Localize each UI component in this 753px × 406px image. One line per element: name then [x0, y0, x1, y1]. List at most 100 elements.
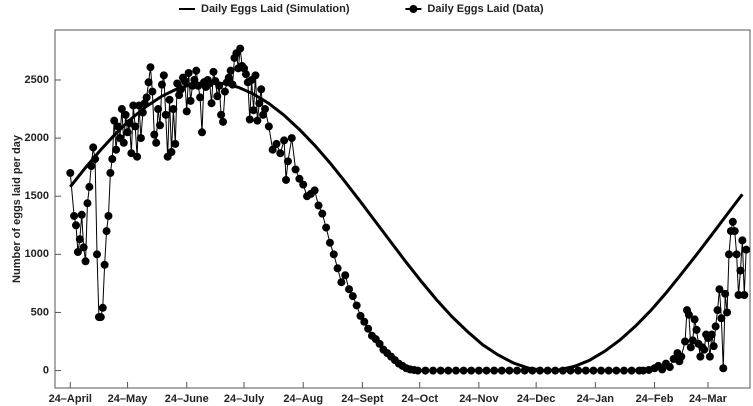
- data-point: [127, 149, 136, 158]
- data-point: [157, 80, 166, 89]
- data-point: [133, 152, 142, 161]
- data-point: [724, 250, 733, 259]
- data-point: [740, 291, 749, 300]
- data-point: [291, 165, 300, 174]
- data-point: [169, 105, 178, 114]
- data-point: [665, 363, 674, 372]
- data-point: [264, 122, 273, 131]
- x-tick-label: 24–Jan: [577, 393, 615, 405]
- data-point: [360, 317, 369, 326]
- x-tick-label: 24–Dec: [517, 393, 556, 405]
- data-point: [190, 75, 199, 84]
- data-point: [723, 308, 732, 317]
- data-point: [268, 145, 277, 154]
- data-point: [681, 337, 690, 346]
- data-point: [310, 186, 319, 195]
- y-tick-label: 1500: [25, 190, 49, 202]
- data-point: [272, 139, 281, 148]
- data-point: [129, 101, 138, 110]
- data-point: [612, 366, 621, 375]
- data-point: [375, 339, 384, 348]
- data-point: [459, 366, 468, 375]
- data-point: [104, 211, 113, 220]
- data-point: [364, 324, 373, 333]
- data-point: [177, 85, 186, 94]
- data-point: [627, 366, 636, 375]
- y-tick-label: 2500: [25, 74, 49, 86]
- x-tick-label: 24–June: [165, 393, 209, 405]
- data-point: [180, 77, 189, 86]
- data-point: [194, 81, 203, 90]
- x-tick-label: 24–May: [108, 393, 149, 405]
- data-point: [719, 364, 728, 373]
- data-point: [429, 366, 438, 375]
- data-point: [257, 85, 266, 94]
- data-point: [352, 301, 361, 310]
- data-point: [236, 44, 245, 53]
- data-point: [161, 110, 170, 119]
- data-point: [165, 95, 174, 104]
- legend-label: Daily Eggs Laid (Simulation): [201, 3, 350, 15]
- data-point: [114, 122, 123, 131]
- data-point: [73, 248, 82, 257]
- data-point: [98, 303, 107, 312]
- data-point: [156, 121, 165, 130]
- data-point: [150, 130, 159, 139]
- data-point: [196, 93, 205, 102]
- x-tick-label: 24–July: [224, 393, 265, 405]
- data-point: [138, 108, 147, 117]
- data-point: [241, 70, 250, 79]
- data-point: [709, 342, 718, 351]
- data-point: [226, 66, 235, 75]
- data-point: [148, 87, 157, 96]
- data-point: [159, 71, 168, 80]
- data-point: [413, 366, 422, 375]
- data-point: [251, 71, 260, 80]
- data-point: [604, 366, 613, 375]
- data-point: [117, 105, 126, 114]
- data-point: [299, 180, 308, 189]
- data-point: [123, 128, 132, 137]
- data-point: [110, 116, 119, 125]
- data-point: [558, 366, 567, 375]
- data-point: [220, 87, 229, 96]
- data-point: [142, 93, 151, 102]
- data-point: [356, 311, 365, 320]
- data-point: [282, 175, 291, 184]
- data-point: [70, 211, 79, 220]
- data-point: [444, 366, 453, 375]
- y-tick-label: 2000: [25, 132, 49, 144]
- data-point: [581, 366, 590, 375]
- data-point: [287, 134, 296, 143]
- plot-frame: [54, 29, 751, 389]
- data-point: [224, 73, 233, 82]
- data-point: [192, 66, 201, 75]
- data-point: [83, 199, 92, 208]
- data-point: [186, 96, 195, 105]
- data-point: [482, 366, 491, 375]
- series-line: [69, 80, 744, 372]
- data-point: [329, 250, 338, 259]
- data-point: [255, 99, 264, 108]
- data-point: [261, 105, 270, 114]
- data-point: [217, 110, 226, 119]
- x-tick-label: 24–Nov: [459, 393, 499, 405]
- data-point: [658, 365, 667, 374]
- data-point: [66, 168, 75, 177]
- data-point: [732, 250, 741, 259]
- data-point: [213, 92, 222, 101]
- x-tick-label: 24–Mar: [689, 393, 728, 405]
- data-point: [597, 366, 606, 375]
- data-point: [619, 366, 628, 375]
- data-point: [100, 260, 109, 269]
- data-point: [566, 366, 575, 375]
- data-point: [144, 78, 153, 87]
- data-point: [497, 366, 506, 375]
- data-point: [171, 139, 180, 148]
- x-tick-label: 24–Sept: [341, 393, 384, 405]
- data-point: [89, 143, 98, 152]
- data-point: [119, 138, 128, 147]
- data-point: [215, 81, 224, 90]
- data-point: [102, 227, 111, 236]
